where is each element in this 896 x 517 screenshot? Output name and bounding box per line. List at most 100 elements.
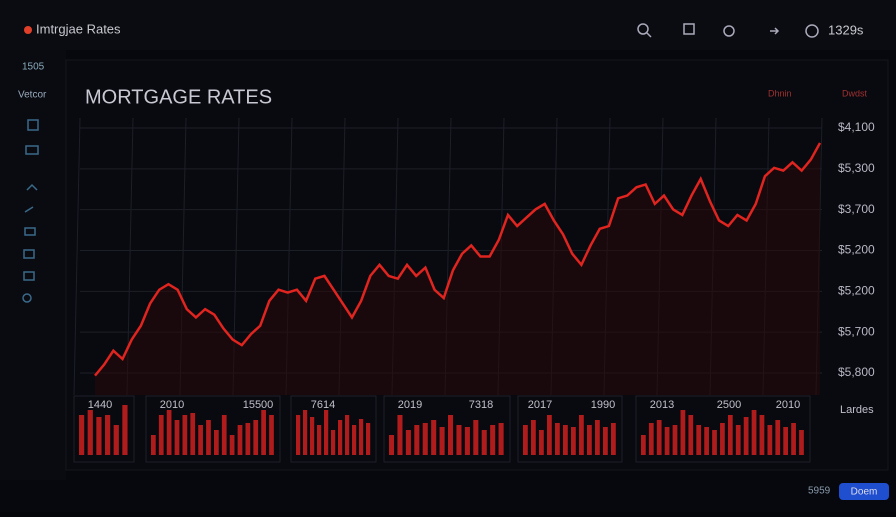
bar	[563, 425, 568, 455]
bar	[79, 415, 85, 455]
bar	[571, 427, 576, 455]
x-tick-label: 2010	[776, 399, 800, 411]
bar	[269, 415, 274, 455]
sidebar-icons[interactable]	[22, 119, 39, 303]
bar	[587, 425, 592, 455]
y-tick-label: $5,300	[838, 161, 875, 175]
bar	[456, 425, 462, 455]
x-tick-label: 7614	[311, 399, 335, 411]
bar	[547, 415, 552, 455]
y-tick-label: $5,200	[838, 284, 875, 298]
bar	[237, 425, 243, 455]
bar	[523, 425, 528, 455]
y-tick-label: $5,700	[838, 324, 875, 338]
bar	[656, 420, 662, 455]
sidebar-count: 1505	[22, 62, 45, 73]
control[interactable]: Dhnin	[768, 88, 792, 98]
bar	[498, 423, 504, 455]
bar	[366, 423, 371, 455]
bar	[96, 417, 102, 455]
bar	[310, 417, 315, 455]
bar	[229, 435, 235, 455]
bar	[783, 427, 789, 455]
bar	[743, 417, 749, 455]
bar	[688, 415, 694, 455]
bar	[345, 415, 350, 455]
bar	[158, 415, 164, 455]
bar	[389, 435, 395, 455]
bar	[182, 415, 188, 455]
bar	[648, 423, 654, 455]
bar	[359, 419, 364, 455]
x-tick-label: 2500	[717, 399, 741, 411]
bar	[87, 410, 93, 455]
control[interactable]: Dwdst	[842, 88, 868, 98]
bar-panel	[290, 395, 377, 463]
button[interactable]	[839, 483, 889, 500]
bar	[122, 405, 128, 455]
area	[95, 142, 820, 395]
bar	[151, 435, 156, 455]
bar	[490, 425, 496, 455]
bar	[296, 415, 301, 455]
sidebar	[0, 50, 66, 480]
bar	[253, 420, 259, 455]
bar	[680, 410, 686, 455]
logo	[24, 26, 32, 34]
bar	[595, 420, 600, 455]
x-tick-label: 2013	[650, 399, 674, 411]
y-tick-label: $3,700	[838, 202, 875, 216]
chart-title: MORTGAGE RATES	[85, 86, 272, 108]
bar	[735, 425, 741, 455]
bar	[439, 427, 445, 455]
bar	[245, 423, 251, 455]
bar	[317, 425, 322, 455]
bar	[338, 420, 343, 455]
bar-panel	[73, 395, 135, 463]
y-tick-label: $5,200	[838, 243, 875, 257]
bar	[672, 425, 678, 455]
bar	[331, 430, 336, 455]
bar	[422, 423, 428, 455]
bar	[397, 415, 403, 455]
bar-panel	[145, 395, 281, 463]
bar	[261, 410, 266, 455]
grid-v	[73, 117, 81, 396]
bar	[464, 427, 470, 455]
bar	[105, 415, 111, 455]
bar	[775, 420, 781, 455]
sidebar-label: Vetcor	[18, 90, 47, 101]
bar	[448, 415, 454, 455]
legend: Lardes	[840, 404, 874, 416]
x-tick-label: 15500	[243, 399, 274, 411]
bar	[431, 420, 437, 455]
x-tick-label: 2010	[160, 399, 184, 411]
bar	[303, 410, 308, 455]
bar	[555, 423, 560, 455]
button-label[interactable]: Doem	[851, 487, 878, 498]
chart: $4,100 $5,300 $3,700 $5,200 $5,200 $5,700 $5,8…	[73, 117, 875, 463]
clock: 1329s	[828, 22, 864, 37]
bar	[190, 413, 196, 455]
bar	[174, 420, 180, 455]
toolbar[interactable]	[637, 23, 819, 38]
bar	[198, 425, 203, 455]
bar	[603, 427, 608, 455]
bar	[791, 423, 796, 455]
bar	[579, 415, 584, 455]
bar	[611, 423, 616, 455]
topbar	[0, 0, 896, 50]
bar	[696, 425, 702, 455]
y-tick-label: $4,100	[838, 120, 875, 134]
bar	[799, 430, 804, 455]
bar	[352, 425, 357, 455]
x-tick-label: 2017	[528, 399, 552, 411]
app-title: Imtrgjae Rates	[36, 21, 121, 36]
x-tick-label: 2019	[398, 399, 422, 411]
bar	[664, 427, 670, 455]
bar	[539, 430, 544, 455]
bar	[641, 435, 646, 455]
bar	[324, 410, 329, 455]
status: 5959	[808, 486, 831, 497]
